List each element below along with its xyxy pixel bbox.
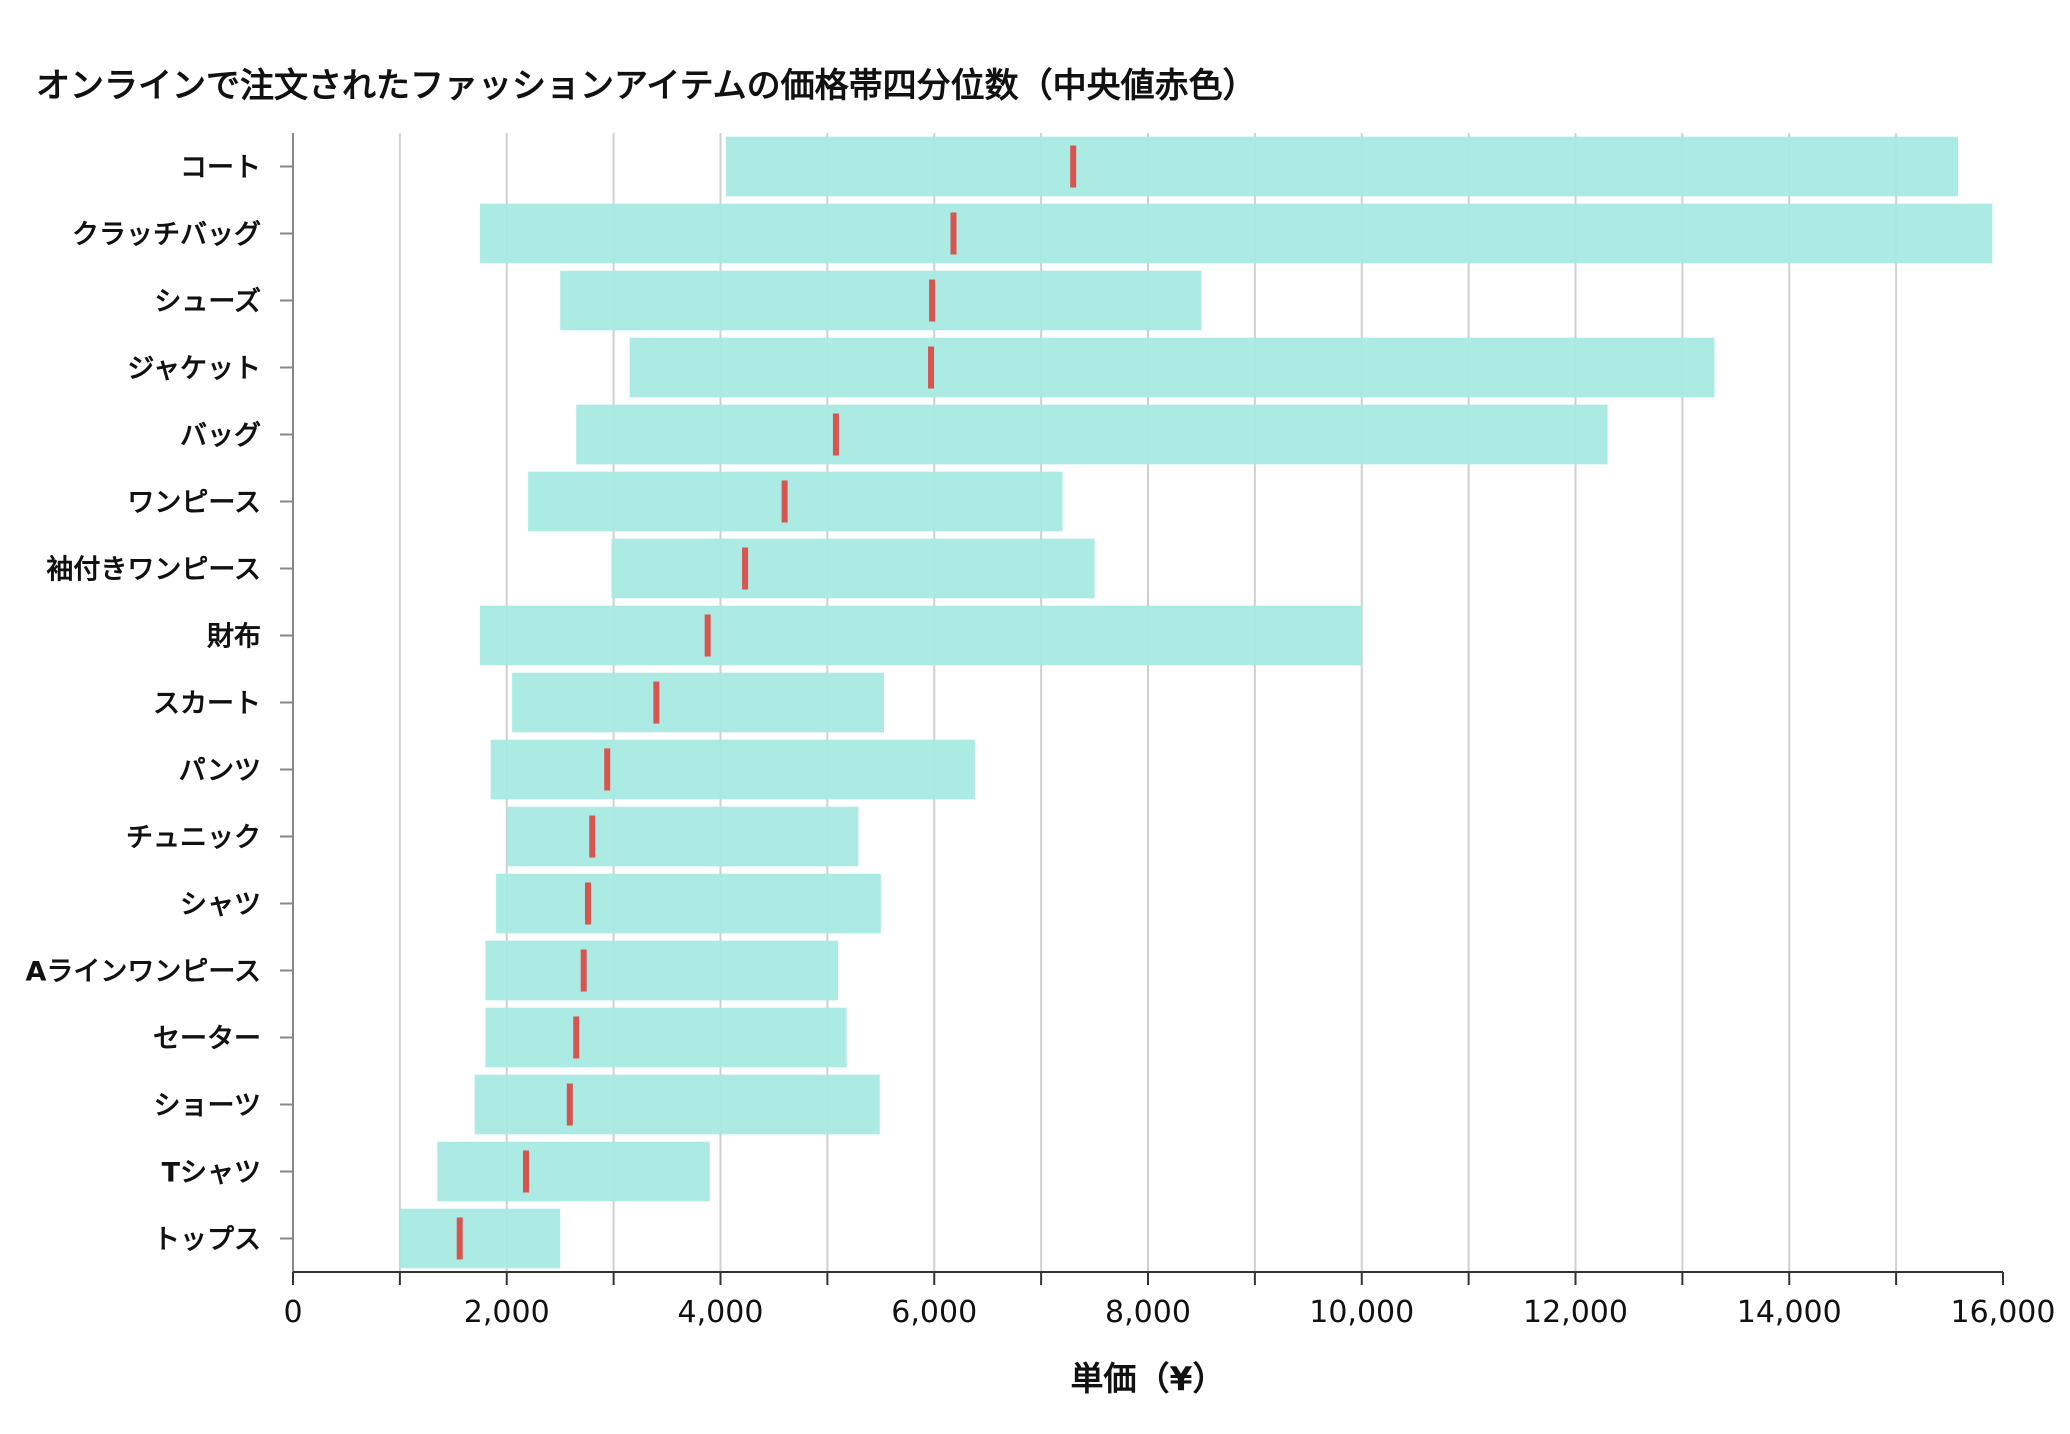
x-tick-label: 14,000 — [1737, 1295, 1842, 1330]
median-marker — [832, 413, 839, 456]
iqr-bar — [485, 1007, 847, 1068]
x-tick-label: 12,000 — [1523, 1295, 1628, 1330]
iqr-bar — [576, 404, 1608, 465]
category-label: 袖付きワンピース — [46, 555, 261, 586]
median-marker — [928, 346, 935, 389]
median-marker — [929, 279, 936, 322]
category-label: パンツ — [179, 756, 261, 787]
category-label: バッグ — [180, 420, 261, 452]
category-label: クラッチバッグ — [72, 219, 261, 251]
x-tick-label: 10,000 — [1309, 1295, 1414, 1330]
iqr-bar — [506, 806, 859, 867]
category-label: トップス — [153, 1225, 261, 1256]
x-tick-label: 0 — [283, 1295, 302, 1330]
category-label: Aラインワンピース — [25, 957, 261, 988]
median-marker — [742, 547, 749, 590]
iqr-bar — [496, 873, 881, 934]
median-marker — [573, 1016, 580, 1059]
category-label: スカート — [153, 689, 261, 720]
x-tick-label: 2,000 — [464, 1295, 550, 1330]
iqr-bar — [490, 739, 975, 800]
median-marker — [580, 949, 587, 992]
median-marker — [456, 1217, 463, 1260]
x-tick-label: 16,000 — [1951, 1295, 2056, 1330]
category-label: ジャケット — [127, 354, 261, 385]
iqr-bar — [611, 538, 1095, 599]
median-marker — [604, 748, 611, 791]
iqr-bar — [629, 337, 1715, 398]
category-label: シューズ — [154, 286, 261, 318]
category-label: ワンピース — [127, 488, 261, 519]
category-label: コート — [180, 153, 261, 184]
median-marker — [653, 681, 660, 724]
category-label: チュニック — [126, 823, 261, 854]
median-marker — [950, 212, 957, 255]
x-axis-title: 単価（¥） — [1071, 1359, 1226, 1398]
x-tick-label: 4,000 — [678, 1295, 764, 1330]
category-label: 財布 — [207, 622, 261, 653]
iqr-bar — [437, 1141, 710, 1202]
median-marker — [704, 614, 711, 657]
category-label: セーター — [153, 1024, 261, 1055]
median-marker — [522, 1150, 529, 1193]
median-marker — [781, 480, 788, 523]
iqr-bar — [474, 1074, 880, 1135]
median-marker — [584, 882, 591, 925]
median-marker — [589, 815, 596, 858]
iqr-bar — [480, 605, 1362, 666]
x-tick-label: 6,000 — [891, 1295, 977, 1330]
iqr-bar — [399, 1208, 561, 1269]
category-label: シャツ — [180, 890, 261, 921]
iqr-bar — [725, 136, 1959, 197]
category-label: ショーツ — [154, 1091, 261, 1122]
iqr-bar — [512, 672, 885, 733]
category-label: Tシャツ — [162, 1158, 261, 1189]
iqr-bar — [560, 270, 1202, 331]
x-tick-label: 8,000 — [1105, 1295, 1191, 1330]
iqr-bar — [480, 203, 1993, 264]
iqr-bar — [528, 471, 1063, 532]
chart-title: オンラインで注文されたファッションアイテムの価格帯四分位数（中央値赤色） — [36, 66, 1257, 106]
iqr-bar — [485, 940, 839, 1001]
median-marker — [566, 1083, 573, 1126]
median-marker — [1070, 145, 1077, 188]
